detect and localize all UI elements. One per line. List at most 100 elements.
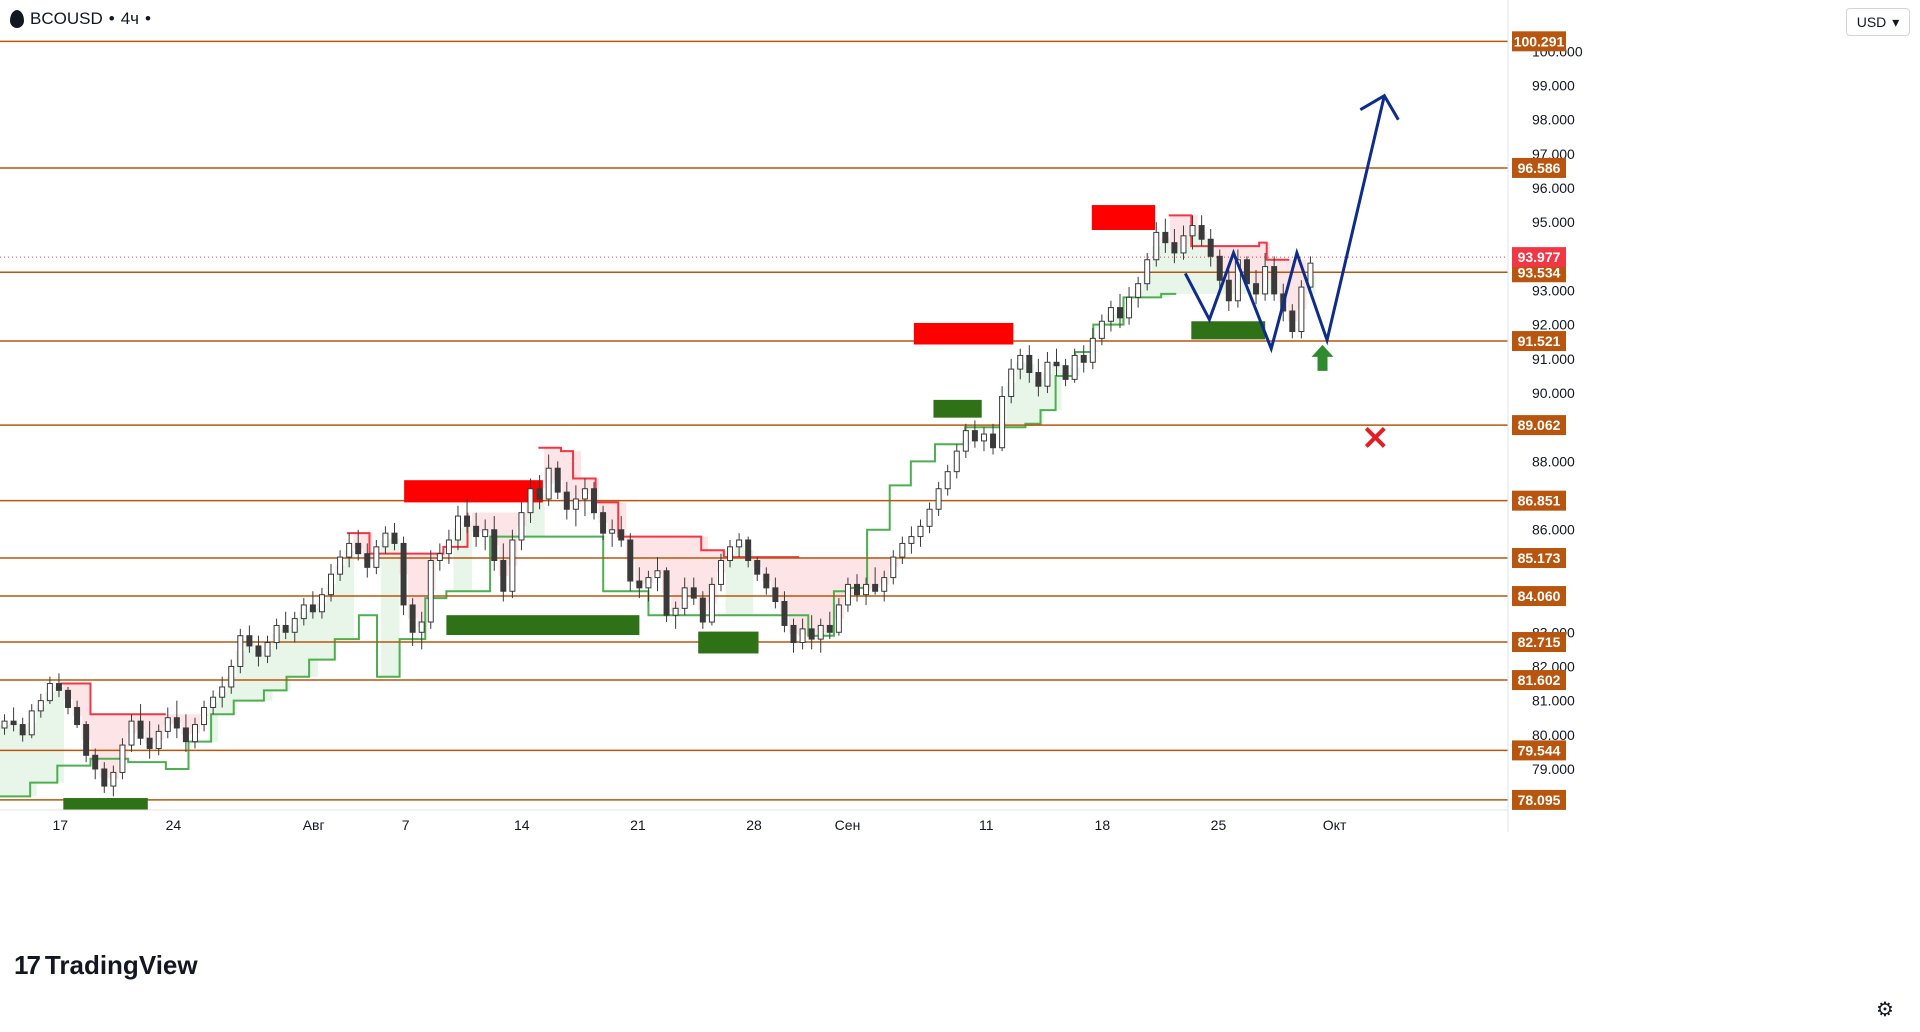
trailing-stop-down-line [538,446,800,559]
level-badge [1512,262,1566,283]
candle [400,536,407,616]
candle-body [65,689,72,708]
candle [717,553,724,592]
candle-body [92,754,99,770]
candle [1071,348,1078,383]
candle-body [246,635,253,647]
bull-fill-slice [290,625,300,677]
currency-selector[interactable]: USD ▾ [1846,8,1910,36]
price-axis-background [1508,0,1920,810]
bull-fill-slice [18,729,28,797]
candle-body [708,583,715,623]
candle-body [554,467,561,493]
trailing-stop-up-line [0,292,1177,798]
symbol-header[interactable]: BCOUSD • 4ч • [10,9,151,29]
supply-zone [1091,205,1156,231]
candle [518,502,525,551]
demand-zone [63,798,148,810]
candle [509,529,516,599]
level-badge-label: 84.060 [1518,588,1561,604]
level-badge-label: 89.062 [1518,417,1561,433]
candle-body [1062,365,1069,380]
settings-icon[interactable]: ⚙ [1876,998,1894,1021]
candle-body [1126,296,1133,319]
candle [835,598,842,636]
level-badge [1512,490,1566,511]
candle-body [228,665,235,688]
candle-body [1180,235,1187,254]
candle [999,386,1006,452]
level-badge-label: 93.534 [1518,264,1561,280]
level-badge-label: 86.851 [1518,493,1561,509]
level-badge [1512,157,1566,178]
candle-body [1026,354,1033,374]
candle [763,567,770,595]
candle-body [1307,262,1314,288]
candle [872,567,879,595]
tradingview-logo[interactable]: 17 TradingView [14,950,198,981]
candle-body [881,577,888,592]
candle [636,567,643,599]
candle [273,618,280,650]
candle [690,577,697,605]
price-tick-label: 91.000 [1532,351,1575,367]
level-badge-label: 82.715 [1518,634,1561,650]
candle [1035,358,1042,397]
candle-body [1,720,8,729]
bear-fill-slice [779,557,790,614]
candle [464,498,471,534]
candle [246,625,253,653]
candle-body [500,560,507,592]
candle-body [572,498,579,510]
bull-fill-slice [262,649,273,701]
candle [318,587,325,619]
candle [1253,270,1260,305]
candle-body [790,624,797,644]
candle [1098,314,1105,346]
candle [935,481,942,517]
bear-fill-slice [417,553,427,628]
candle [482,519,489,551]
bull-fill-slice [317,603,327,660]
bear-fill-slice [825,557,835,629]
candle [1053,348,1060,376]
bear-fill-slice [1278,259,1289,303]
candle-body [300,604,307,620]
candle-body [391,532,398,544]
price-tick-label: 96.000 [1532,180,1575,196]
candle-body [1225,279,1232,302]
candle-body [717,560,724,585]
candle [101,762,108,793]
candle-body [563,491,570,510]
candle [781,591,788,633]
candle [1180,225,1187,260]
bull-fill-slice [244,640,255,701]
candle [572,485,579,527]
level-badge [1512,586,1566,607]
current-price-badge [1512,247,1566,268]
bear-fill-slice [99,714,110,778]
candle [473,512,480,547]
level-badge [1512,415,1566,436]
candle [427,550,434,629]
bull-fill-slice [1160,237,1171,298]
candle [436,543,443,571]
candle [663,567,670,623]
candle [255,635,262,667]
candle [745,536,752,568]
candle [727,540,734,568]
bull-fill-slice [326,584,337,660]
candle-body [581,488,588,500]
bear-fill-slice [698,536,708,611]
candle-body [1207,238,1214,257]
candle [971,420,978,448]
bull-fill-slice [235,651,246,701]
instrument-icon [10,10,24,28]
bull-fill-slice [1024,363,1035,428]
bull-fill-slice [1033,379,1044,424]
candle-body [699,597,706,623]
candle [917,519,924,547]
candle [944,464,951,496]
candle [1298,280,1305,339]
